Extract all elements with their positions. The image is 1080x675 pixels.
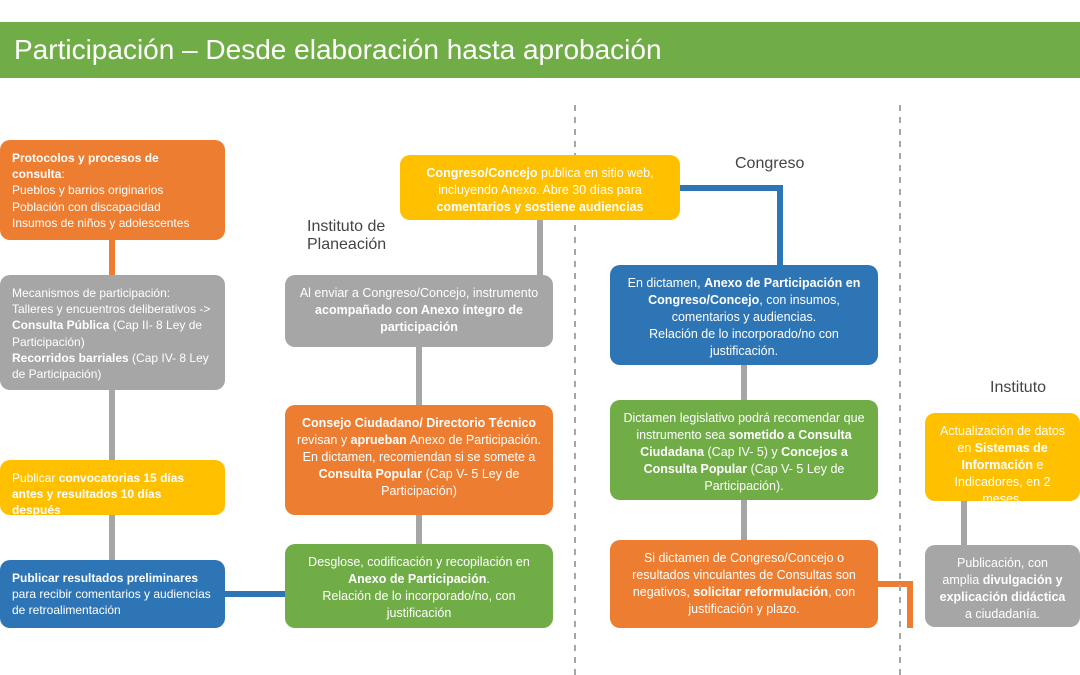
label-congreso: Congreso [735,155,804,173]
box-c1b1: Protocolos y procesos de consulta:Pueblo… [0,140,225,240]
label-instituto_plan: Instituto de Planeación [307,218,386,254]
box-c1b3: Publicar convocatorias 15 días antes y r… [0,460,225,515]
box-c3b1: Congreso/Concejo publica en sitio web, i… [400,155,680,220]
box-c3b4: Si dictamen de Congreso/Concejo o result… [610,540,878,628]
box-c2b2: Consejo Ciudadano/ Directorio Técnico re… [285,405,553,515]
box-c4b1: Actualización de datos en Sistemas de In… [925,413,1080,501]
box-c2b1: Al enviar a Congreso/Concejo, instrument… [285,275,553,347]
box-c2b3: Desglose, codificación y recopilación en… [285,544,553,628]
label-instituto: Instituto [990,379,1046,397]
box-c4b2: Publicación, con amplia divulgación y ex… [925,545,1080,627]
page-title: Participación – Desde elaboración hasta … [0,22,1080,78]
box-c1b2: Mecanismos de participación:Talleres y e… [0,275,225,390]
box-c1b4: Publicar resultados preliminares para re… [0,560,225,628]
box-c3b3: Dictamen legislativo podrá recomendar qu… [610,400,878,500]
box-c3b2: En dictamen, Anexo de Participación en C… [610,265,878,365]
